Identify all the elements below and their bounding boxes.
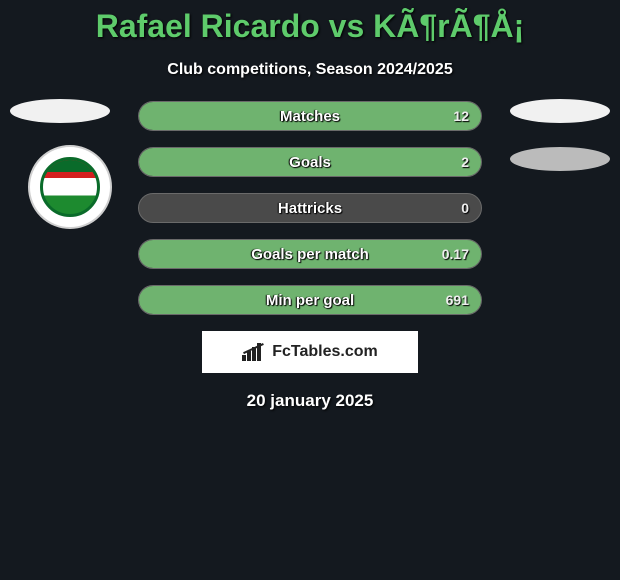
stat-label: Goals [139,148,481,176]
subtitle: Club competitions, Season 2024/2025 [0,61,620,79]
player-left-avatar-placeholder [10,99,110,123]
brand-box[interactable]: FcTables.com [202,331,418,373]
stat-row-goals: Goals 2 [138,147,482,177]
club-left-badge-art [40,157,100,217]
stat-value: 12 [453,102,469,130]
player-right-avatar-placeholder [510,99,610,123]
stat-value: 691 [446,286,469,314]
page-title: Rafael Ricardo vs KÃ¶rÃ¶Å¡ [0,0,620,45]
bar-chart-icon [242,343,264,361]
brand-label: FcTables.com [272,343,378,361]
stat-label: Matches [139,102,481,130]
stat-row-hattricks: Hattricks 0 [138,193,482,223]
stat-label: Min per goal [139,286,481,314]
comparison-area: Matches 12 Goals 2 Hattricks 0 Goals per… [0,101,620,411]
club-left-badge [28,145,112,229]
stat-row-matches: Matches 12 [138,101,482,131]
stat-row-min-per-goal: Min per goal 691 [138,285,482,315]
stat-label: Goals per match [139,240,481,268]
date-label: 20 january 2025 [0,391,620,411]
stat-value: 2 [461,148,469,176]
stat-value: 0 [461,194,469,222]
stat-row-goals-per-match: Goals per match 0.17 [138,239,482,269]
stat-label: Hattricks [139,194,481,222]
stat-value: 0.17 [442,240,469,268]
club-right-badge-placeholder [510,147,610,171]
stats-rows: Matches 12 Goals 2 Hattricks 0 Goals per… [138,101,482,315]
